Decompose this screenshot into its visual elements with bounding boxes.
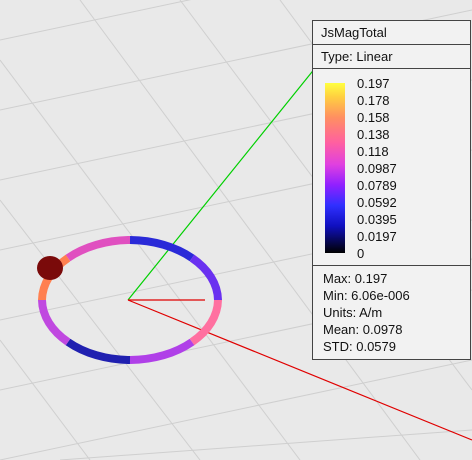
legend-type: Type: Linear — [313, 45, 470, 69]
scale-label: 0.197 — [357, 76, 390, 91]
stat-line: Mean: 0.0978 — [323, 322, 403, 337]
legend: JsMagTotal Type: Linear 0.197 0.178 0.158 0… — [312, 20, 471, 360]
scale-label: 0.118 — [357, 144, 389, 159]
scale-label: 0.0789 — [357, 178, 397, 193]
scale-label: 0 — [357, 246, 365, 261]
statistics: Max: 0.197 Min: 6.06e-006 Units: A/m Mean: … — [313, 266, 470, 355]
scale-label: 0.0395 — [357, 212, 397, 227]
x-axis — [127, 299, 472, 441]
stat-line: STD: 0.0579 — [323, 339, 396, 354]
scale-label: 0.0592 — [357, 195, 397, 210]
color-bar — [325, 83, 345, 253]
legend-title: JsMagTotal — [313, 21, 470, 45]
stat-line: Max: 0.197 — [323, 271, 388, 286]
color-scale: 0.197 0.178 0.158 0.138 0.118 0.0987 0.0789 0.0… — [313, 69, 470, 266]
y-axis — [127, 61, 321, 301]
scale-label: 0.0987 — [357, 161, 397, 176]
scale-label: 0.0197 — [357, 229, 397, 244]
scale-label: 0.178 — [357, 93, 390, 108]
stat-line: Units: A/m — [323, 305, 383, 320]
stat-line: Min: 6.06e-006 — [323, 288, 410, 303]
port-marker — [37, 256, 63, 280]
scale-label: 0.138 — [357, 127, 390, 142]
scale-label: 0.158 — [357, 110, 390, 125]
ring — [38, 236, 222, 364]
